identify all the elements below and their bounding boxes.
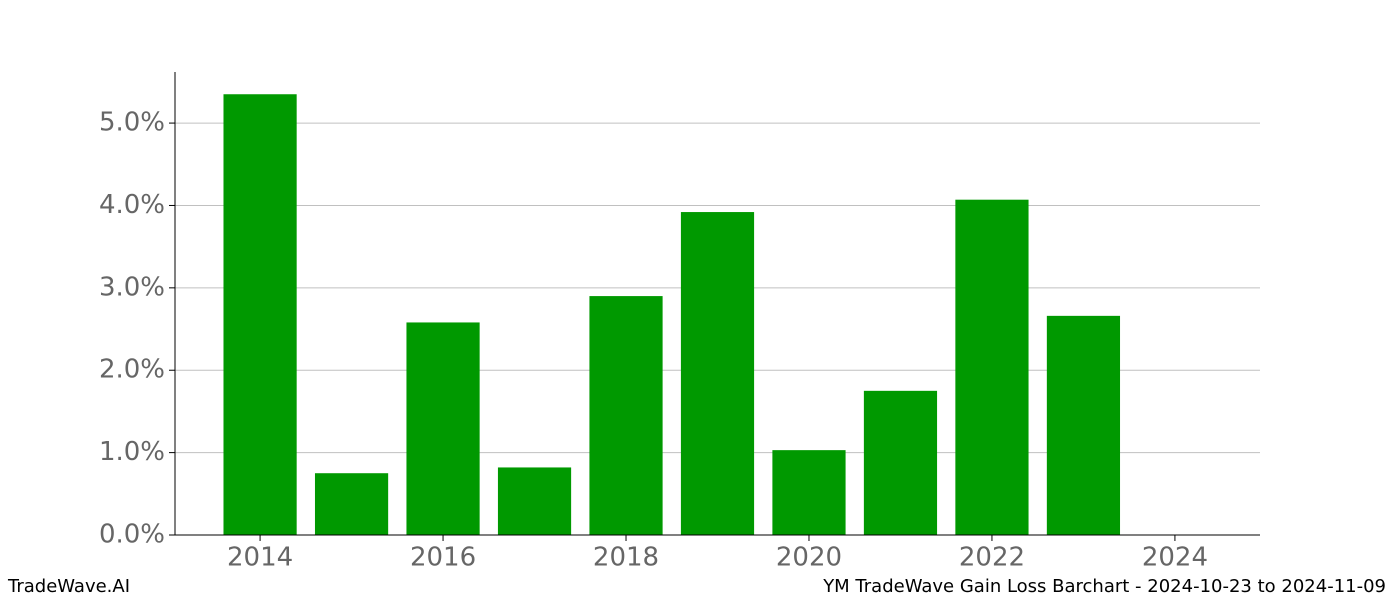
bar: [314, 473, 389, 535]
bar: [1046, 315, 1121, 535]
x-tick-label: 2024: [1142, 543, 1208, 573]
bar: [497, 467, 572, 535]
bar: [680, 212, 755, 535]
x-tick-label: 2016: [410, 543, 476, 573]
footer-left: TradeWave.AI: [7, 576, 130, 597]
x-tick-label: 2020: [776, 543, 842, 573]
bar: [955, 199, 1029, 535]
x-tick-label: 2014: [227, 543, 293, 573]
y-tick-label: 4.0%: [99, 190, 165, 220]
bar: [772, 450, 846, 535]
footer-right: YM TradeWave Gain Loss Barchart - 2024-1…: [822, 576, 1386, 597]
x-tick-label: 2018: [593, 543, 659, 573]
y-tick-label: 5.0%: [99, 108, 165, 138]
bar: [589, 296, 663, 535]
y-tick-label: 2.0%: [99, 355, 165, 385]
bar: [223, 94, 297, 535]
y-tick-label: 0.0%: [99, 520, 165, 550]
x-tick-label: 2022: [959, 543, 1025, 573]
bar: [406, 322, 480, 535]
y-tick-label: 3.0%: [99, 272, 165, 302]
y-tick-label: 1.0%: [99, 437, 165, 467]
bar: [863, 390, 938, 535]
